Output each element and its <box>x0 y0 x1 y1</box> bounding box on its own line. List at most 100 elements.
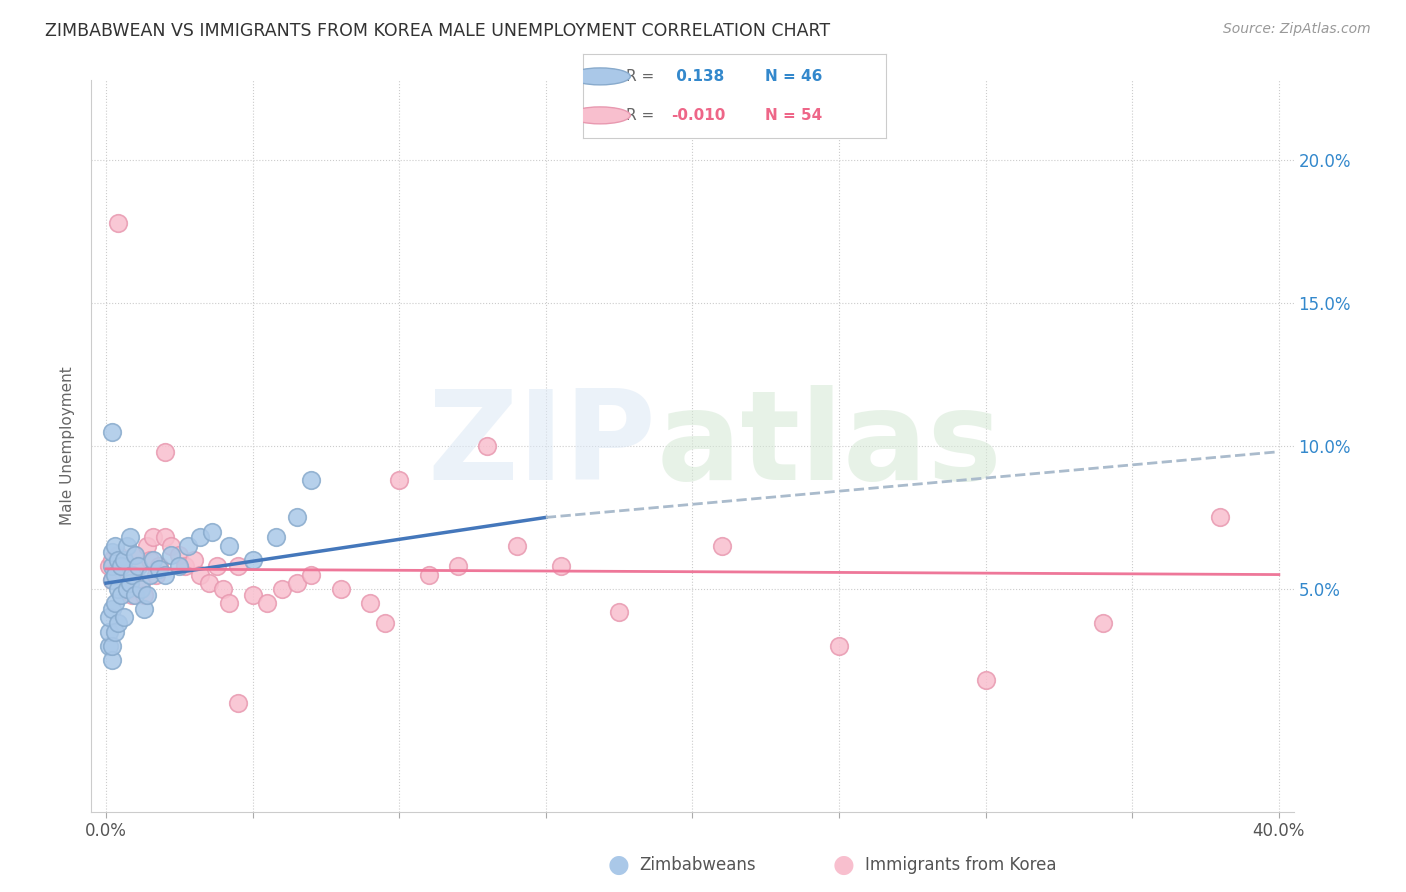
Point <box>98 639 121 653</box>
Point <box>159 548 181 562</box>
Point <box>112 567 135 582</box>
Point <box>110 588 132 602</box>
Point <box>159 539 181 553</box>
Point <box>101 574 124 588</box>
Text: Immigrants from Korea: Immigrants from Korea <box>865 856 1056 874</box>
Point <box>101 574 124 588</box>
Point <box>118 530 141 544</box>
Text: N = 46: N = 46 <box>765 69 823 84</box>
Point <box>104 565 127 579</box>
Point <box>388 473 411 487</box>
Point <box>107 216 129 230</box>
Point <box>121 588 143 602</box>
Text: ZIP: ZIP <box>427 385 657 507</box>
Point <box>115 562 138 576</box>
Point <box>101 602 124 616</box>
Point <box>107 582 129 596</box>
Point <box>148 559 170 574</box>
Point <box>142 553 165 567</box>
Text: R =: R = <box>626 69 654 84</box>
Text: 0.138: 0.138 <box>671 69 724 84</box>
Point <box>212 582 235 596</box>
Point <box>505 539 527 553</box>
Point <box>374 616 396 631</box>
Point <box>1209 510 1232 524</box>
Point <box>101 425 124 439</box>
Point <box>98 559 121 574</box>
Y-axis label: Male Unemployment: Male Unemployment <box>60 367 76 525</box>
Point <box>226 559 249 574</box>
Point <box>188 567 211 582</box>
Point <box>124 548 146 562</box>
Point <box>121 567 143 582</box>
Text: Zimbabweans: Zimbabweans <box>640 856 756 874</box>
Point <box>153 444 176 458</box>
Point <box>1091 616 1114 631</box>
Point <box>271 582 294 596</box>
Point <box>447 559 470 574</box>
Point <box>107 553 129 567</box>
Point <box>169 559 191 574</box>
Point <box>148 562 170 576</box>
Text: ●: ● <box>832 854 855 877</box>
Point <box>110 559 132 574</box>
Point <box>197 576 219 591</box>
Text: Source: ZipAtlas.com: Source: ZipAtlas.com <box>1223 22 1371 37</box>
Point <box>142 530 165 544</box>
Point <box>418 567 440 582</box>
Point <box>115 539 138 553</box>
Point <box>98 624 121 639</box>
Point <box>101 559 124 574</box>
Point <box>136 588 159 602</box>
Point <box>183 553 205 567</box>
Point <box>127 559 149 574</box>
Point <box>101 553 124 567</box>
Point <box>127 559 149 574</box>
Point <box>218 539 240 553</box>
Point <box>256 596 278 610</box>
Point <box>112 553 135 567</box>
Point <box>112 553 135 567</box>
Point <box>359 596 381 610</box>
Point <box>218 596 240 610</box>
Point <box>710 539 733 553</box>
Text: R =: R = <box>626 108 654 123</box>
Point <box>550 559 572 574</box>
Point <box>607 605 630 619</box>
Point <box>107 616 129 631</box>
Point <box>828 639 851 653</box>
Text: -0.010: -0.010 <box>671 108 725 123</box>
Point <box>139 567 162 582</box>
Point <box>124 548 146 562</box>
Point <box>174 559 197 574</box>
Point <box>104 624 127 639</box>
Point <box>169 548 191 562</box>
Text: atlas: atlas <box>657 385 1002 507</box>
Point <box>134 588 156 602</box>
Point <box>177 539 200 553</box>
Point <box>285 510 308 524</box>
Circle shape <box>569 107 630 124</box>
Point <box>124 588 146 602</box>
Point <box>974 673 997 688</box>
Point <box>118 582 141 596</box>
Point <box>200 524 222 539</box>
Circle shape <box>569 68 630 85</box>
Point <box>207 559 229 574</box>
Point <box>129 576 152 591</box>
Point <box>129 582 152 596</box>
Point <box>112 610 135 624</box>
Text: ZIMBABWEAN VS IMMIGRANTS FROM KOREA MALE UNEMPLOYMENT CORRELATION CHART: ZIMBABWEAN VS IMMIGRANTS FROM KOREA MALE… <box>45 22 830 40</box>
Point <box>299 473 322 487</box>
Point <box>118 576 141 591</box>
Point <box>264 530 287 544</box>
Point <box>242 588 264 602</box>
Point <box>101 653 124 667</box>
Point <box>188 530 211 544</box>
Point <box>153 567 176 582</box>
Point <box>136 539 159 553</box>
Point <box>104 567 127 582</box>
Point <box>299 567 322 582</box>
Point <box>101 639 124 653</box>
Point <box>98 610 121 624</box>
